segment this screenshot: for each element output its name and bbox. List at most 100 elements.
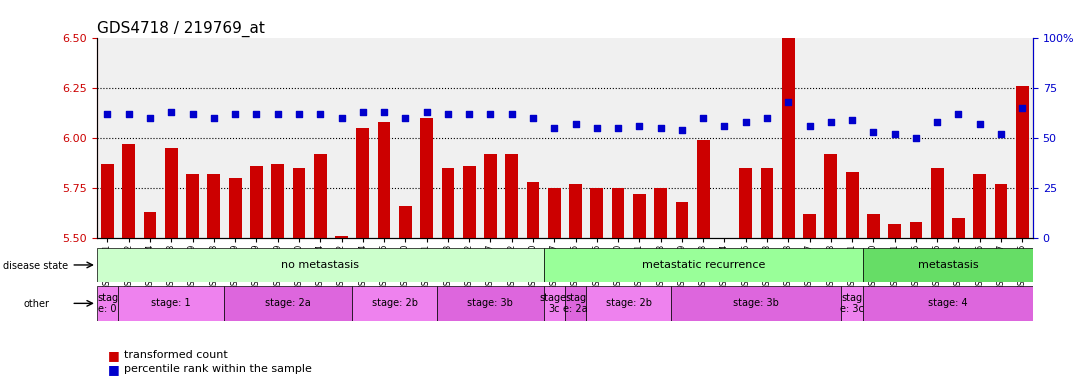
Text: no metastasis: no metastasis [281,260,359,270]
Point [312,111,329,118]
Point [121,111,138,118]
Bar [293,168,306,238]
Point [929,119,946,125]
FancyBboxPatch shape [543,286,565,321]
Point [589,125,606,131]
Bar [952,218,965,238]
Bar [739,168,752,238]
FancyBboxPatch shape [543,248,863,282]
FancyBboxPatch shape [586,286,671,321]
FancyBboxPatch shape [671,286,841,321]
Bar [356,128,369,238]
Bar [229,178,241,238]
Point [950,111,967,118]
Bar [697,140,709,238]
Text: stage: 2b: stage: 2b [371,298,417,308]
FancyBboxPatch shape [437,286,543,321]
Bar [803,214,816,238]
Text: ■: ■ [108,363,119,376]
Point [461,111,478,118]
Bar [250,166,263,238]
Bar [1016,86,1029,238]
Text: GDS4718 / 219769_at: GDS4718 / 219769_at [97,21,265,37]
FancyBboxPatch shape [97,248,543,282]
FancyBboxPatch shape [863,286,1033,321]
Bar [909,222,922,238]
Bar [611,188,624,238]
FancyBboxPatch shape [97,286,118,321]
Point [269,111,286,118]
Point [865,129,882,135]
Point [652,125,669,131]
Point [99,111,116,118]
Point [972,121,989,127]
Bar [378,122,391,238]
Point [291,111,308,118]
Bar [782,18,795,238]
FancyBboxPatch shape [863,248,1033,282]
Bar [506,154,519,238]
Point [801,123,818,129]
Point [354,109,371,115]
Point [716,123,733,129]
Point [482,111,499,118]
FancyBboxPatch shape [118,286,225,321]
FancyBboxPatch shape [352,286,437,321]
Point [504,111,521,118]
Point [524,115,541,121]
Text: stage: 2a: stage: 2a [266,298,311,308]
Point [737,119,754,125]
Bar [335,236,348,238]
Point [631,123,648,129]
Bar [994,184,1007,238]
Point [609,125,626,131]
Text: stage: 1: stage: 1 [152,298,192,308]
FancyBboxPatch shape [225,286,352,321]
Bar [761,168,774,238]
Point [695,115,712,121]
Bar [654,188,667,238]
Bar [526,182,539,238]
Bar [421,118,433,238]
Bar [846,172,859,238]
Bar [931,168,944,238]
Text: disease state: disease state [3,261,69,271]
Point [206,115,223,121]
Bar [633,194,646,238]
Point [992,131,1009,137]
Text: percentile rank within the sample: percentile rank within the sample [124,364,312,374]
Bar [889,224,901,238]
Bar [824,154,837,238]
Bar [867,214,880,238]
Text: stage:
3c: stage: 3c [539,293,569,314]
Point [759,115,776,121]
Bar [165,148,178,238]
FancyBboxPatch shape [565,286,586,321]
Bar [123,144,136,238]
Point [162,109,180,115]
Text: stage: 3b: stage: 3b [467,298,513,308]
Point [1014,105,1031,111]
Point [247,111,265,118]
Bar [101,164,114,238]
Text: other: other [24,299,49,309]
Bar [208,174,221,238]
Bar [484,154,497,238]
Text: transformed count: transformed count [124,350,227,360]
Bar [314,154,327,238]
Point [780,99,797,105]
Text: ■: ■ [108,349,119,362]
Point [567,121,584,127]
Point [184,111,201,118]
Text: stag
e: 2a: stag e: 2a [563,293,587,314]
Point [376,109,393,115]
Point [886,131,903,137]
Text: stage: 3b: stage: 3b [734,298,779,308]
Point [674,127,691,133]
Point [332,115,350,121]
Bar [718,238,731,258]
FancyBboxPatch shape [841,286,863,321]
Text: stage: 4: stage: 4 [928,298,967,308]
Text: metastatic recurrence: metastatic recurrence [641,260,765,270]
Bar [569,184,582,238]
